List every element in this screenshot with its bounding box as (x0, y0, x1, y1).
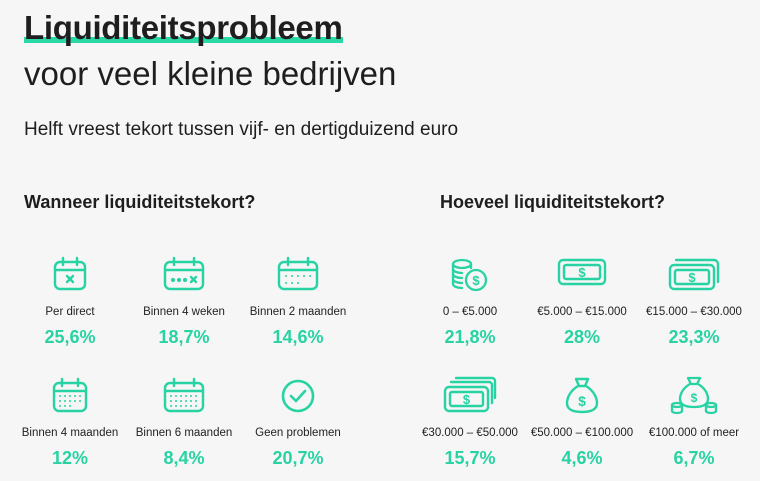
amount-item-4: $ €50.000 – €100.000 4,6% (522, 375, 642, 469)
amount-value-5: 6,7% (673, 448, 715, 468)
svg-text:$: $ (688, 270, 696, 285)
page-subtitle: voor veel kleine bedrijven (24, 55, 397, 92)
title-wrap: Liquiditeitsprobleem (24, 8, 343, 48)
page-title-text: Liquiditeitsprobleem (24, 9, 343, 46)
when-item-2: Binnen 2 maanden 14,6% (238, 254, 358, 348)
when-value-4: 8,4% (163, 448, 205, 468)
when-label-4: Binnen 6 maanden (135, 427, 233, 439)
when-label-2: Binnen 2 maanden (249, 306, 347, 318)
amount-item-5: $ €100.000 of meer 6,7% (634, 375, 754, 469)
when-label-0: Per direct (45, 306, 95, 318)
svg-text:$: $ (691, 391, 698, 405)
amount-value-3: 15,7% (444, 448, 496, 468)
calendar-full-icon (124, 375, 244, 417)
when-value-3: 12% (51, 448, 89, 468)
when-item-1: Binnen 4 weken 18,7% (124, 254, 244, 348)
when-label-5: Geen problemen (255, 427, 341, 439)
svg-text:$: $ (578, 393, 586, 409)
when-label-1: Binnen 4 weken (143, 306, 225, 318)
amount-value-0: 21,8% (444, 327, 496, 347)
when-item-0: Per direct 25,6% (10, 254, 130, 348)
when-item-4: Binnen 6 maanden 8,4% (124, 375, 244, 469)
amount-value-2: 23,3% (668, 327, 720, 347)
amount-item-2: $ €15.000 – €30.000 23,3% (634, 254, 754, 348)
calendar-dots-x-icon (124, 254, 244, 296)
amount-item-1: $ €5.000 – €15.000 28% (522, 254, 642, 348)
when-item-3: Binnen 4 maanden 12% (10, 375, 130, 469)
calendar-grid-icon (10, 375, 130, 417)
amount-label-1: €5.000 – €15.000 (537, 306, 627, 318)
calendar-dots-icon (238, 254, 358, 296)
amount-label-3: €30.000 – €50.000 (422, 427, 518, 439)
amount-label-2: €15.000 – €30.000 (646, 306, 742, 318)
svg-text:$: $ (472, 273, 480, 288)
page-title: Liquiditeitsprobleem (24, 8, 343, 48)
banknote-icon: $ (522, 254, 642, 296)
when-value-5: 20,7% (272, 448, 324, 468)
amount-label-4: €50.000 – €100.000 (530, 427, 634, 439)
amount-value-1: 28% (563, 327, 601, 347)
when-value-0: 25,6% (44, 327, 96, 347)
svg-text:$: $ (463, 392, 471, 407)
amount-item-3: $ €30.000 – €50.000 15,7% (410, 375, 530, 469)
svg-text:$: $ (578, 265, 586, 280)
banknotes-two-icon: $ (634, 254, 754, 296)
calendar-x-icon (10, 254, 130, 296)
money-bag-coins-icon: $ (634, 375, 754, 417)
lead-text: Helft vreest tekort tussen vijf- en dert… (24, 119, 459, 140)
money-bag-icon: $ (522, 375, 642, 417)
amount-label-0: 0 – €5.000 (442, 306, 498, 318)
when-value-1: 18,7% (158, 327, 210, 347)
amount-item-0: $ 0 – €5.000 21,8% (410, 254, 530, 348)
check-circle-icon (238, 375, 358, 417)
section-title-when: Wanneer liquiditeitstekort? (24, 192, 256, 212)
banknotes-three-icon: $ (410, 375, 530, 417)
section-title-how-much: Hoeveel liquiditeitstekort? (440, 192, 666, 212)
coins-icon: $ (410, 254, 530, 296)
when-label-3: Binnen 4 maanden (21, 427, 119, 439)
when-value-2: 14,6% (272, 327, 324, 347)
amount-value-4: 4,6% (561, 448, 603, 468)
when-item-5: Geen problemen 20,7% (238, 375, 358, 469)
amount-label-5: €100.000 of meer (648, 427, 740, 439)
